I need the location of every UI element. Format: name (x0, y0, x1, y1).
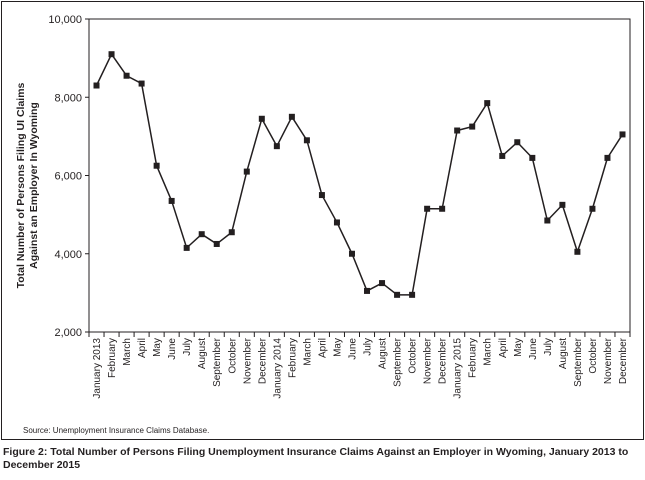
y-tick-label: 10,000 (48, 14, 82, 26)
x-tick-label: March (483, 338, 494, 366)
series (93, 51, 626, 298)
x-tick-label: February (468, 338, 479, 378)
data-point (454, 127, 461, 134)
x-tick-label: September (573, 337, 584, 387)
x-tick-label: January 2014 (272, 338, 283, 399)
y-tick-label: 6,000 (54, 171, 82, 183)
x-tick-label: November (423, 337, 434, 384)
y-axis-label-line: Total Number of Persons Filing UI Claims (15, 82, 27, 288)
x-tick-label: July (363, 338, 374, 356)
figure-caption: Figure 2: Total Number of Persons Filing… (3, 446, 633, 472)
data-point (108, 51, 115, 58)
data-point (258, 115, 265, 122)
x-tick-label: June (167, 338, 178, 360)
x-tick-label: January 2015 (453, 338, 464, 399)
x-tick-label: October (227, 337, 238, 373)
y-axis-label-line: Against an Employer In Wyoming (28, 102, 40, 269)
caption-text: Total Number of Persons Filing Unemploym… (3, 446, 629, 471)
data-point (499, 152, 506, 159)
data-point (514, 139, 521, 146)
data-point (348, 250, 355, 257)
x-tick-label: December (618, 337, 629, 384)
data-point (243, 168, 250, 175)
data-point (469, 123, 476, 130)
x-tick-label: February (107, 338, 118, 378)
data-point (379, 280, 386, 287)
data-point (619, 131, 626, 138)
data-point (559, 201, 566, 208)
y-ticks: 2,000 4,000 6,000 8,000 10,000 (48, 14, 89, 339)
x-tick-label: September (393, 337, 404, 387)
data-point (153, 162, 160, 169)
x-tick-label: March (122, 338, 133, 366)
caption-prefix: Figure 2: (3, 446, 48, 458)
plot-area (88, 18, 631, 333)
x-tick-label: May (152, 338, 163, 357)
data-point (123, 72, 130, 79)
x-tick-label: March (302, 338, 313, 366)
data-point (303, 137, 310, 144)
x-tick-label: April (317, 338, 328, 358)
data-point (273, 143, 280, 150)
x-tick-label: June (347, 338, 358, 360)
data-point (333, 219, 340, 226)
x-tick-label: November (603, 337, 614, 384)
figure-frame: Total Number of Persons Filing UI Claims… (1, 1, 644, 440)
data-point (198, 231, 205, 238)
line-chart: Total Number of Persons Filing UI Claims… (15, 14, 631, 399)
data-point (424, 205, 431, 212)
x-tick-label: July (543, 338, 554, 356)
data-point (288, 113, 295, 120)
y-tick-label: 2,000 (54, 327, 82, 339)
x-tick-label: January 2013 (92, 338, 103, 399)
data-point (439, 205, 446, 212)
series-line (95, 53, 624, 296)
x-tick-label: December (257, 337, 268, 384)
x-tick-label: June (528, 338, 539, 360)
data-point (93, 82, 100, 89)
x-tick-label: April (498, 338, 509, 358)
x-tick-label: May (332, 338, 343, 357)
data-point (394, 291, 401, 298)
data-point (168, 197, 175, 204)
x-tick-label: May (513, 338, 524, 357)
axes (88, 18, 631, 333)
x-tick-label: September (212, 337, 223, 387)
data-point (228, 229, 235, 236)
data-point (589, 205, 596, 212)
source-note: Source: Unemployment Insurance Claims Da… (23, 426, 210, 435)
x-tick-label: December (438, 337, 449, 384)
x-tick-label: February (287, 338, 298, 378)
data-point (409, 291, 416, 298)
x-tick-label: October (408, 337, 419, 373)
x-tick-label: August (378, 338, 389, 369)
data-point (183, 244, 190, 251)
x-tick-label: October (588, 337, 599, 373)
data-point (604, 154, 611, 161)
x-tick-label: July (182, 338, 193, 356)
x-tick-label: April (137, 338, 148, 358)
y-axis-label: Total Number of Persons Filing UI Claims… (15, 82, 40, 288)
data-point (529, 154, 536, 161)
data-point (213, 240, 220, 247)
data-point (574, 248, 581, 255)
data-point (544, 217, 551, 224)
y-tick-label: 4,000 (54, 249, 82, 261)
x-ticks: January 2013 February March April May June Jul… (88, 332, 631, 399)
data-point (364, 287, 371, 294)
data-point (318, 192, 325, 199)
data-point (484, 100, 491, 107)
data-point (138, 80, 145, 87)
x-tick-label: November (242, 337, 253, 384)
y-tick-label: 8,000 (54, 92, 82, 104)
x-tick-label: August (558, 338, 569, 369)
x-tick-label: August (197, 338, 208, 369)
